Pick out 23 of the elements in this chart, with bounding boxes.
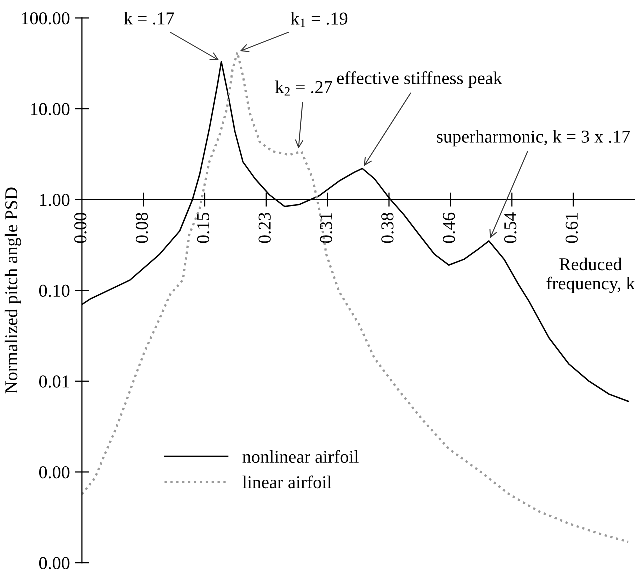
x-tick-label: 0.38 <box>382 213 394 244</box>
y-tick-label: 1.00 <box>40 194 70 206</box>
y-tick-label: 0.00 <box>39 466 70 479</box>
x-tick-label: 0.08 <box>136 213 148 244</box>
annotation: k$_{2}$ = .27 <box>275 80 332 96</box>
x-tick-label: 0.15 <box>197 213 210 244</box>
x-tick-label: 0.31 <box>320 213 332 244</box>
legend-label: nonlinear airfoil <box>242 450 359 464</box>
y-tick-label: 0.01 <box>39 376 70 388</box>
x-tick-label: 0.23 <box>258 213 272 244</box>
y-tick-label: 10.00 <box>31 103 70 116</box>
x-tick-label: 0.54 <box>504 212 517 244</box>
annotation: k = .17 <box>124 12 174 25</box>
x-tick-label: 0.61 <box>566 213 578 244</box>
y-tick-label: 0.10 <box>39 284 70 298</box>
y-tick-label: 100.00 <box>22 12 70 25</box>
legend-label: linear airfoil <box>242 476 332 489</box>
x-tick-label: 0.46 <box>443 212 456 244</box>
annotation: effective stiffness peak <box>337 72 502 88</box>
x-axis-title: Reduced frequency, k <box>546 258 636 294</box>
y-axis-title: Normalized pitch angle PSD <box>4 188 22 394</box>
annotation: superharmonic, k = 3 x .17 <box>437 130 630 147</box>
annotation: k$_{1}$ = .19 <box>290 12 348 28</box>
